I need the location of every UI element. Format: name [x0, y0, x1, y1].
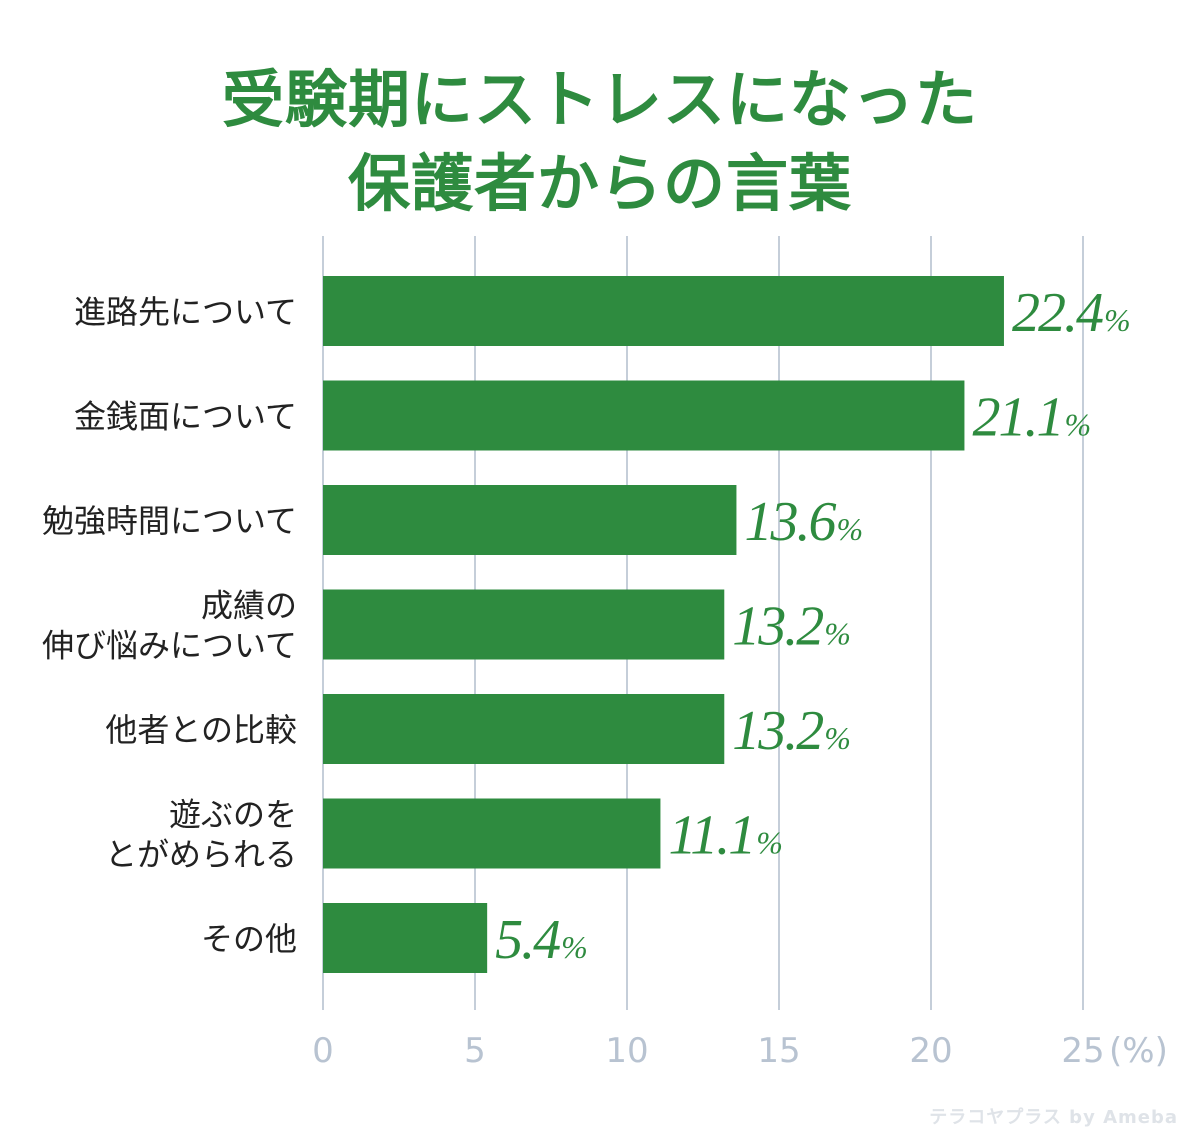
value-label: 13.6%	[744, 491, 863, 553]
value-label: 13.2%	[732, 596, 851, 658]
x-tick-label: 5	[464, 1031, 486, 1071]
category-label: その他	[201, 920, 297, 958]
bar-2	[323, 380, 965, 451]
chart-title-line-2: 保護者からの言葉	[347, 147, 852, 220]
value-label: 13.2%	[732, 700, 851, 762]
bar-3	[323, 485, 737, 555]
value-label: 11.1%	[668, 805, 783, 867]
bar-7	[323, 903, 488, 973]
bar-5	[323, 694, 725, 764]
category-label: とがめられる	[105, 836, 297, 874]
category-label: 進路先について	[74, 293, 297, 331]
bar-1	[323, 276, 1004, 346]
category-label: 勉強時間について	[42, 502, 297, 540]
x-unit-label: (%)	[1109, 1031, 1168, 1071]
value-label: 21.1%	[972, 387, 1091, 449]
value-label: 5.4%	[495, 909, 588, 971]
category-label: 他者との比較	[105, 711, 297, 749]
category-label: 金銭面について	[74, 398, 297, 436]
x-tick-label: 15	[757, 1031, 800, 1071]
x-tick-label: 0	[312, 1031, 334, 1071]
x-tick-label: 20	[909, 1031, 952, 1071]
chart-title: 受験期にストレスになった 保護者からの言葉	[0, 58, 1200, 226]
x-tick-label: 10	[605, 1031, 648, 1071]
category-label: 成績の	[201, 587, 297, 625]
category-label: 伸び悩みについて	[42, 627, 297, 665]
bar-4	[323, 589, 725, 660]
value-label: 22.4%	[1012, 282, 1131, 344]
watermark-logo: テラコヤプラス by Ameba	[929, 1107, 1178, 1128]
category-label: 遊ぶのを	[169, 796, 297, 834]
x-tick-label: 25	[1061, 1031, 1104, 1071]
bar-6	[323, 798, 661, 869]
chart-title-line-1: 受験期にストレスになった	[221, 63, 978, 136]
